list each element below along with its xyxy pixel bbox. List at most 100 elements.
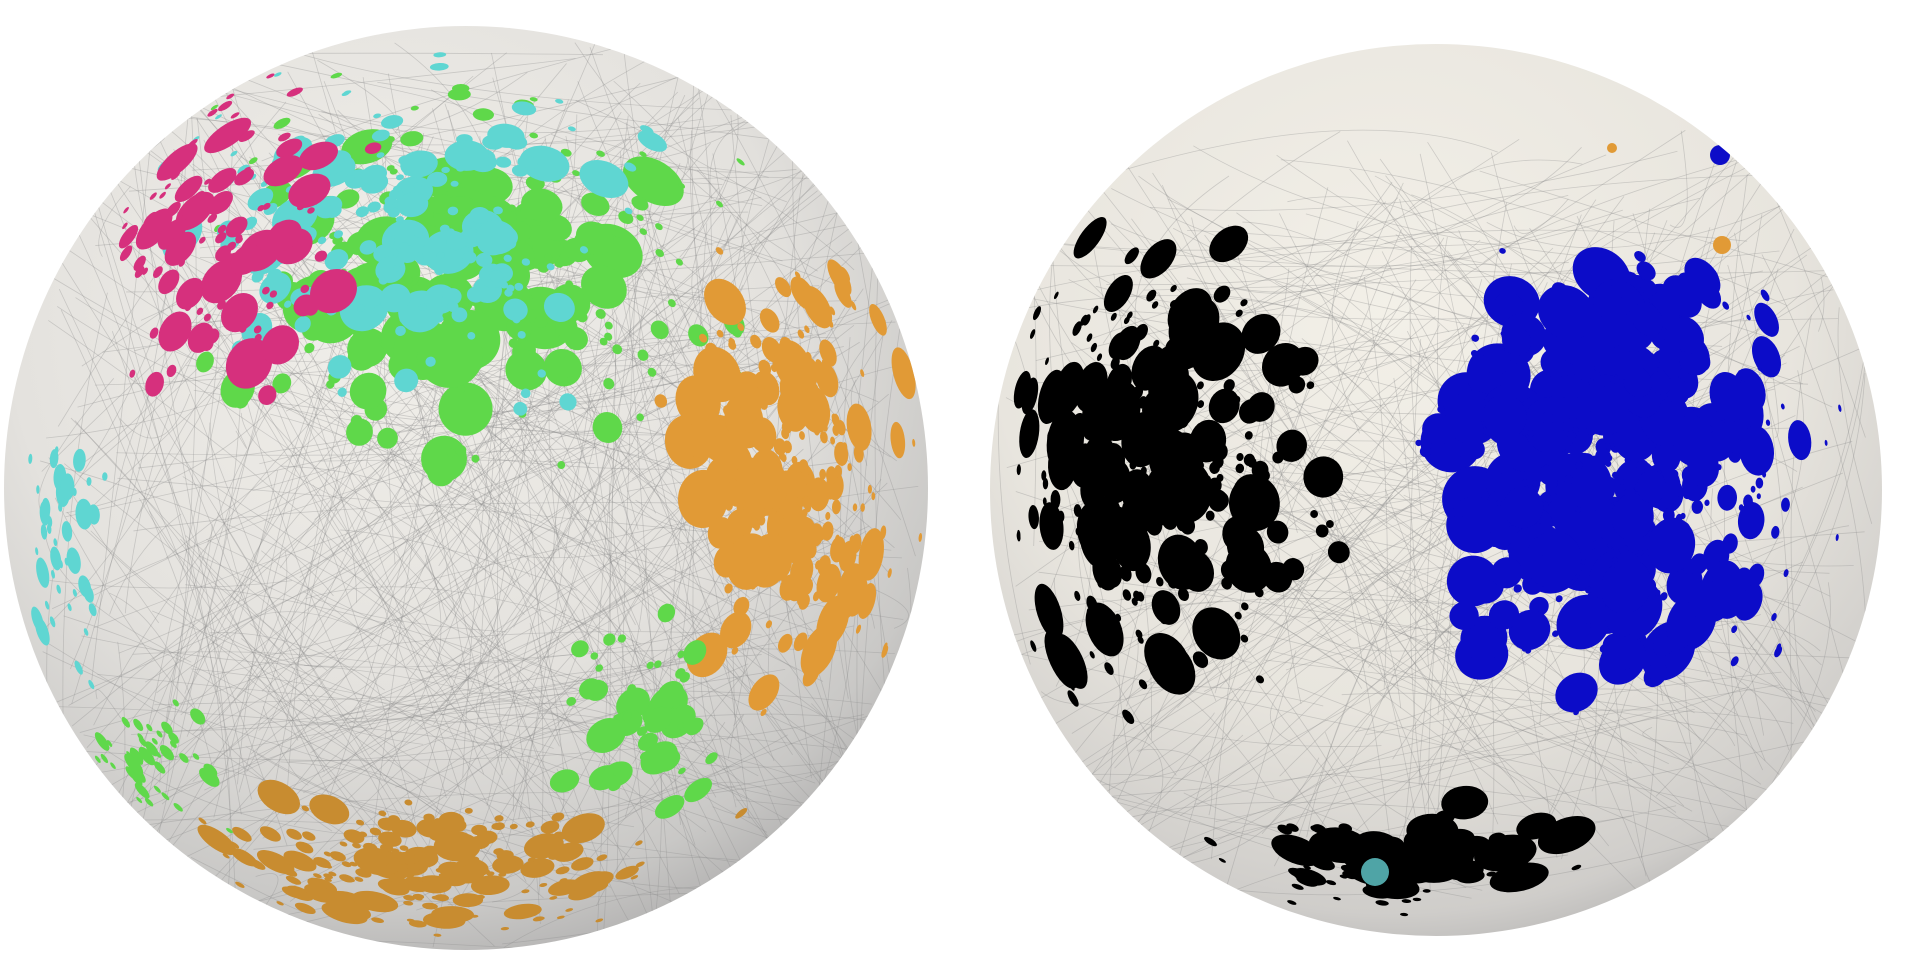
node [75,498,93,530]
edge [1409,245,1423,519]
node [288,173,331,208]
node [46,523,52,534]
node [469,206,491,224]
edge [1084,598,1139,707]
edge [314,430,684,520]
node [159,191,166,199]
edge [1149,753,1534,857]
edge [222,295,527,882]
node [222,853,230,859]
node [716,329,724,338]
node [207,191,233,215]
node [787,495,794,503]
node [639,228,648,235]
edge [130,244,488,656]
edge [86,422,440,748]
edge [377,81,830,147]
node [153,761,166,774]
edge [1090,194,1569,340]
node [328,900,372,921]
node [831,499,841,515]
node [215,245,232,262]
edge [1411,194,1755,466]
edge [641,295,899,380]
edge [1232,626,1815,808]
node [802,496,811,509]
node [438,382,493,436]
node [352,842,361,849]
edge [60,309,221,705]
edge [1097,589,1291,787]
node [436,251,445,259]
node [655,223,663,231]
node [174,175,203,203]
node [737,323,745,331]
node [425,356,436,367]
node [846,403,872,451]
edge [98,186,131,257]
node [797,329,805,339]
edge [318,459,595,464]
edge [1558,645,1879,660]
node [371,917,384,923]
node [709,417,727,438]
node [471,454,480,463]
node [489,270,504,283]
node [314,250,328,262]
node [218,100,233,112]
node [599,337,608,346]
node [881,645,889,658]
node [780,454,787,462]
node [517,330,526,339]
node [389,168,398,175]
node [155,751,162,758]
edge [1409,159,1583,210]
edge [1418,517,1461,785]
edge [569,478,882,881]
edge [61,198,236,893]
node [137,733,144,741]
edge [280,465,504,569]
node [544,253,553,261]
edge [1262,485,1471,513]
node [384,196,396,205]
node [239,325,247,333]
edge [310,609,567,754]
node [744,421,754,433]
edge [137,372,684,469]
node [579,246,589,254]
edge [882,128,898,180]
edge [53,250,449,900]
node [558,350,567,358]
node [376,152,385,158]
edge [177,372,919,781]
edge [438,158,831,567]
node [203,313,211,322]
node [1042,746,1054,758]
node [636,413,644,422]
node [230,244,262,275]
node [566,376,575,384]
node [728,337,736,346]
node [257,204,265,212]
edge [261,244,665,692]
node [615,865,639,880]
node [359,240,377,255]
node [677,650,685,659]
edge [689,130,711,329]
edge [312,484,568,840]
edge [1038,571,1847,711]
node [102,472,108,481]
edge [209,422,337,809]
node [855,624,862,634]
node [310,268,357,314]
node [571,857,594,871]
node [654,394,668,408]
node [192,753,200,760]
node [36,485,40,494]
edge [1186,267,1392,293]
edge [64,463,328,671]
node [565,908,574,912]
node [555,98,564,104]
node [521,188,563,222]
